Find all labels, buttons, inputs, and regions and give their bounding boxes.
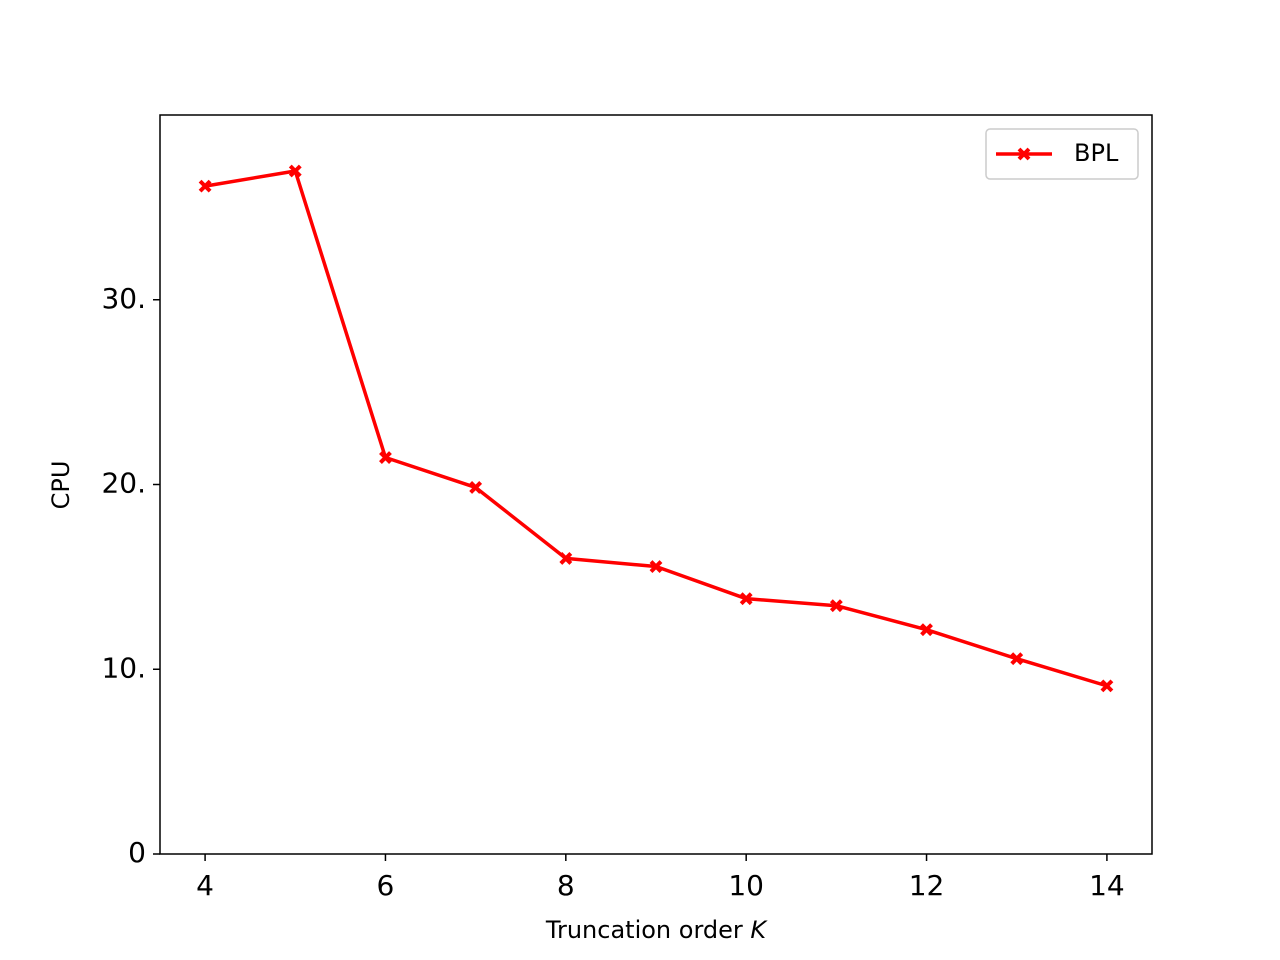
x-tick-label: 14	[1089, 869, 1125, 902]
y-tick-label: 10.	[101, 651, 146, 684]
y-tick-label: 0	[128, 836, 146, 869]
y-tick-label: 30.	[101, 282, 146, 315]
x-tick-label: 8	[557, 869, 575, 902]
data-point	[288, 164, 302, 178]
data-point	[649, 560, 663, 573]
x-tick-label: 4	[196, 869, 214, 902]
plot-frame	[159, 114, 1153, 855]
data-point	[1010, 652, 1024, 666]
data-point	[739, 592, 753, 606]
data-point	[1100, 679, 1114, 693]
data-point	[829, 599, 843, 613]
data-point	[198, 179, 212, 193]
data-point	[920, 623, 933, 637]
x-tick-label: 6	[377, 869, 395, 902]
x-tick-label: 12	[909, 869, 945, 902]
data-point	[469, 481, 483, 494]
data-point	[379, 451, 392, 464]
legend-box	[985, 128, 1139, 180]
x-axis-label-text: Truncation order	[545, 916, 743, 944]
y-axis-label: CPU	[47, 461, 75, 510]
x-axis-label: Truncation order K	[545, 916, 769, 944]
data-line	[204, 169, 1108, 688]
y-tick-label: 20.	[101, 467, 146, 500]
x-axis-label-var: K	[750, 916, 768, 944]
x-tick-label: 10	[728, 869, 764, 902]
legend-marker	[1017, 147, 1031, 161]
data-point	[559, 551, 573, 565]
legend-label: BPL	[1074, 139, 1119, 167]
